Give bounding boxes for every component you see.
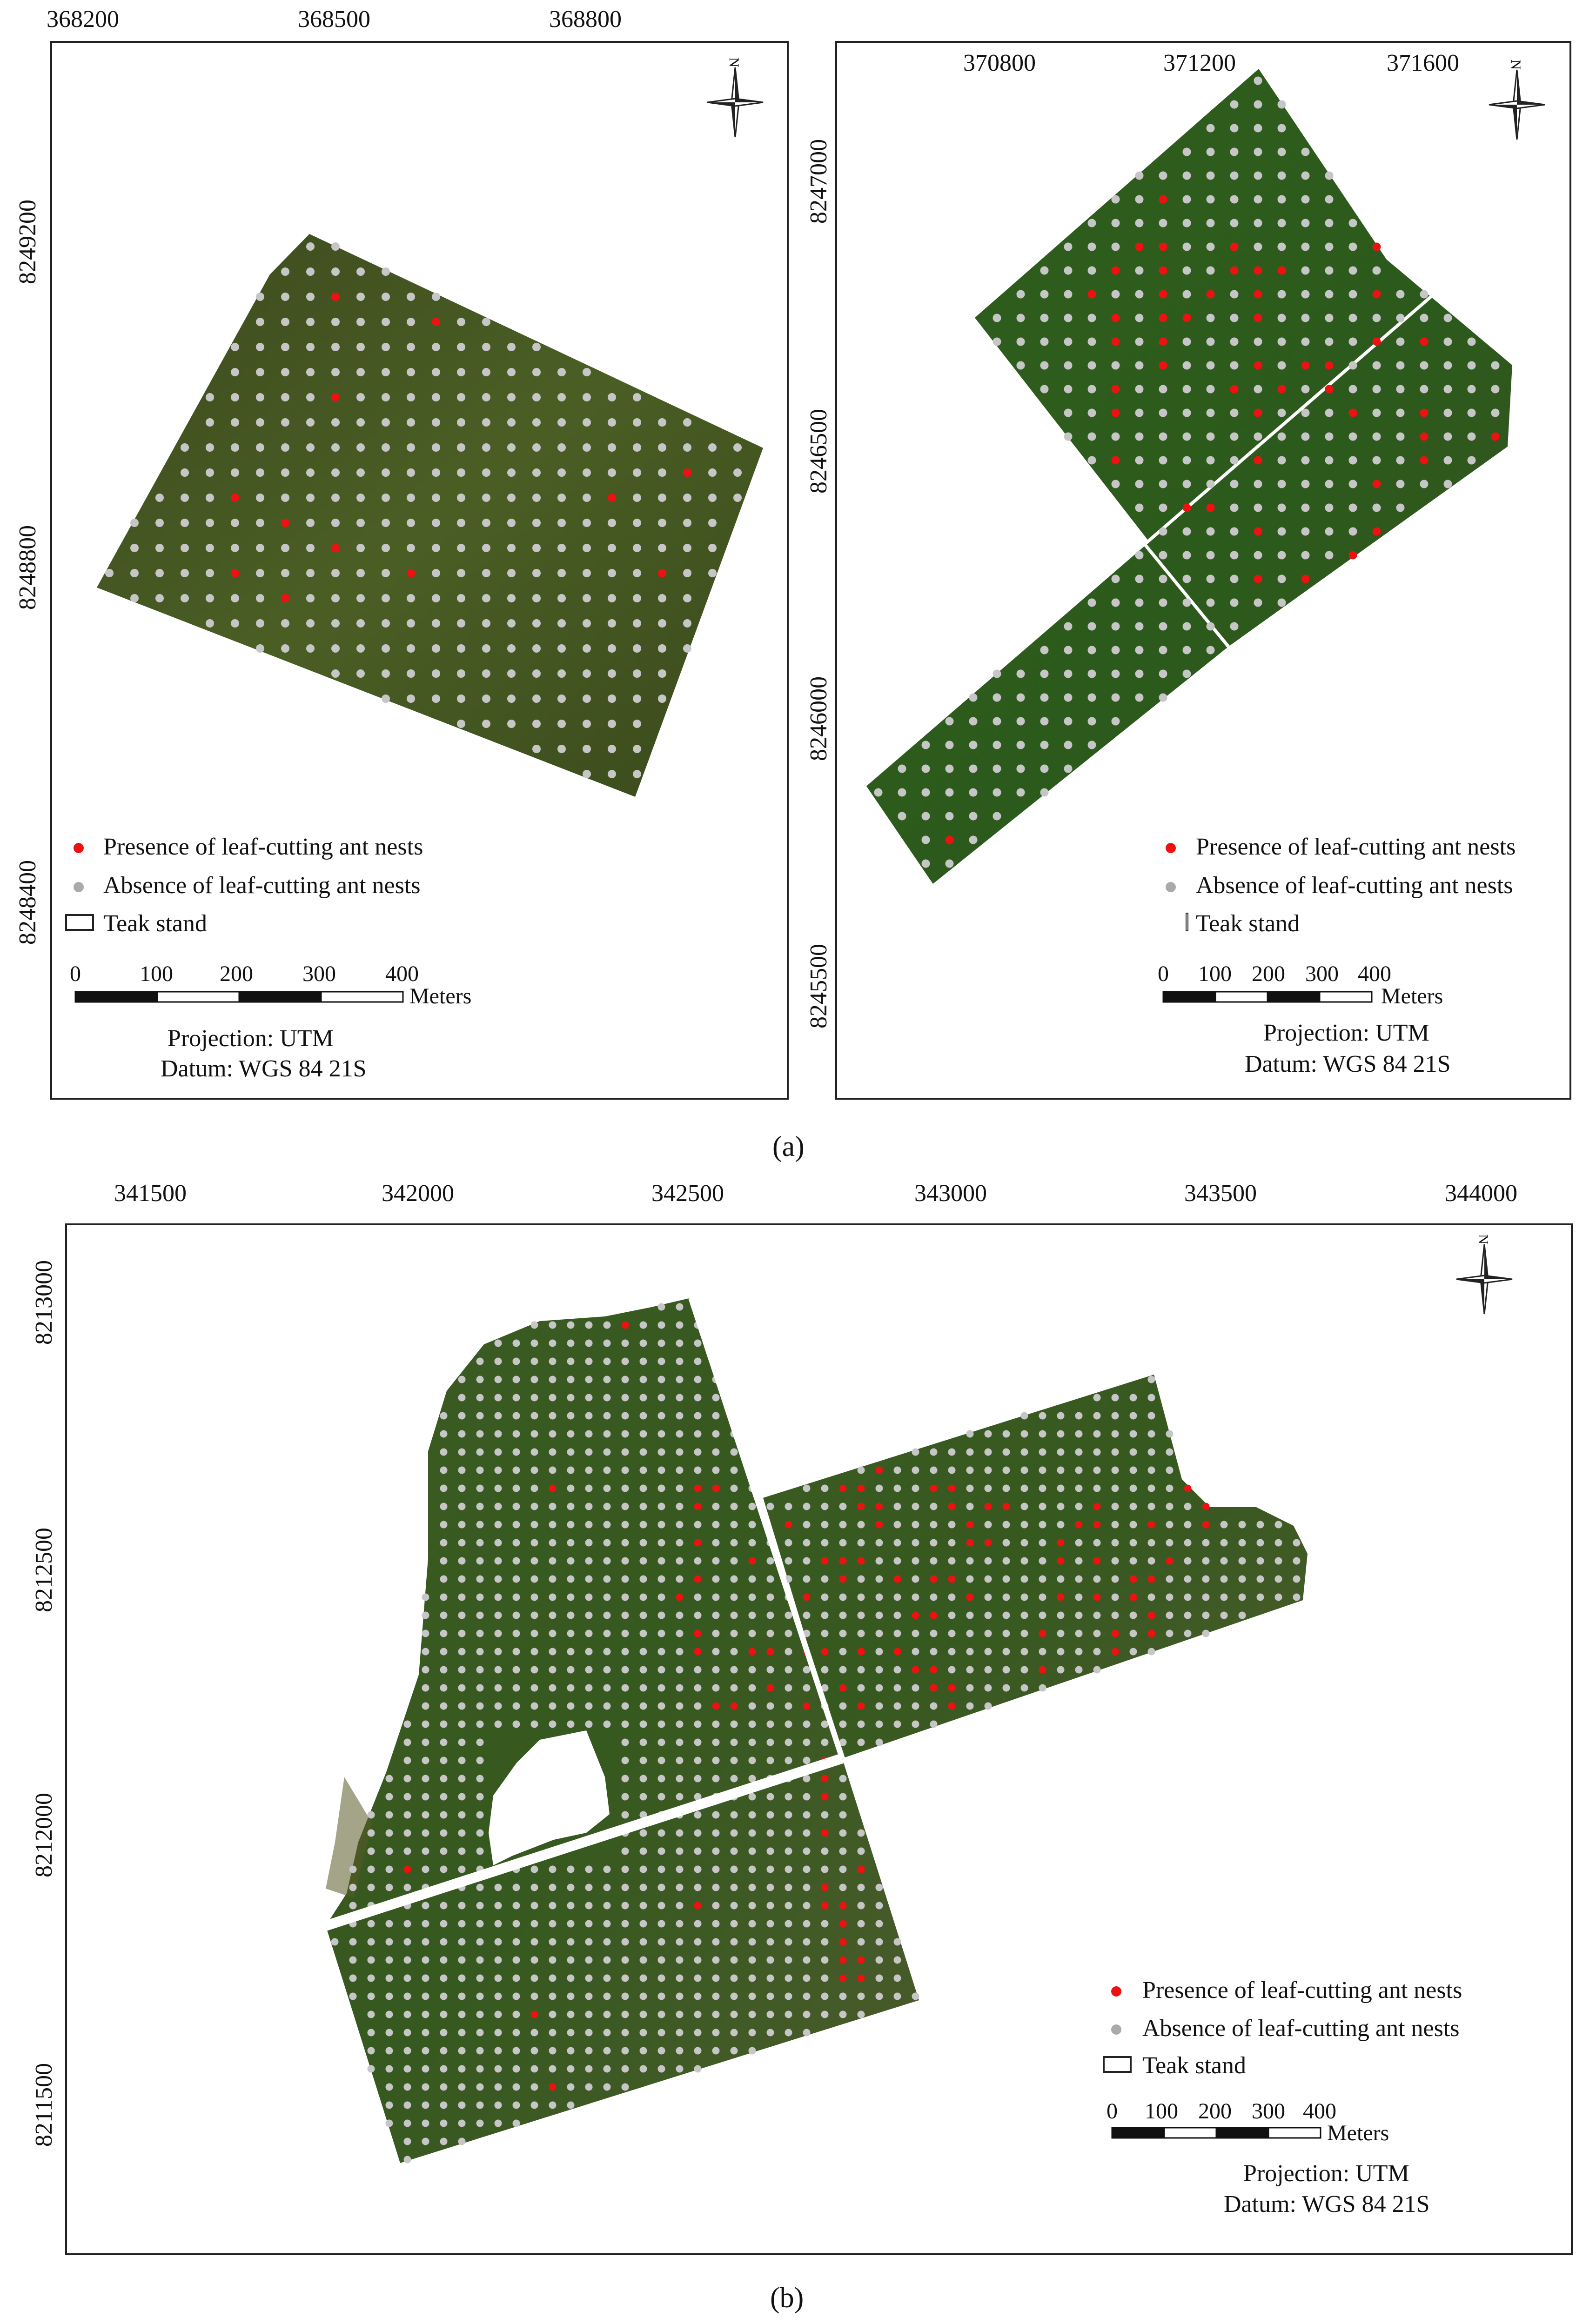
scale-unit: Meters (409, 984, 472, 1008)
x-tick-label: 368800 (549, 6, 622, 33)
north-arrow-icon: N (1484, 60, 1549, 149)
north-arrow-icon: N (703, 57, 768, 147)
legend-presence-label: Presence of leaf-cutting ant nests (1142, 1977, 1462, 2003)
x-tick-label: 344000 (1445, 1180, 1517, 1207)
scale-tick: 100 (1145, 2099, 1178, 2124)
teak-stand-symbol (1186, 913, 1188, 931)
map-panel-a-right (835, 41, 1571, 1100)
legend-absence-label: Absence of leaf-cutting ant nests (103, 872, 421, 899)
y-tick-label: 8247000 (805, 139, 832, 224)
presence-symbol (1166, 843, 1176, 853)
scale-tick: 0 (1158, 962, 1169, 986)
north-label: N (726, 57, 742, 67)
north-label: N (1508, 60, 1523, 70)
legend-stand-label: Teak stand (1142, 2052, 1247, 2079)
panel-label-a: (a) (772, 1131, 805, 1162)
y-tick-label: 8211500 (31, 2063, 57, 2147)
scale-bar (1162, 991, 1373, 1003)
scale-unit: Meters (1327, 2121, 1389, 2145)
scale-bar (74, 991, 404, 1003)
x-tick-label: 368200 (47, 6, 119, 33)
x-tick-label: 371600 (1387, 50, 1459, 76)
map-panel-b (65, 1223, 1573, 2255)
scale-tick: 300 (1305, 962, 1339, 986)
y-tick-label: 8246000 (805, 676, 832, 761)
x-tick-label: 342500 (651, 1180, 724, 1207)
absence-symbol (1111, 2024, 1121, 2035)
y-tick-label: 8245500 (805, 944, 832, 1028)
teak-stand-symbol (65, 914, 94, 931)
x-tick-label: 368500 (298, 6, 370, 33)
scale-unit: Meters (1381, 984, 1443, 1008)
y-tick-label: 8246500 (805, 409, 832, 494)
y-tick-label: 8212000 (31, 1793, 57, 1877)
y-tick-label: 8248800 (14, 525, 41, 610)
legend-absence-label: Absence of leaf-cutting ant nests (1196, 872, 1513, 899)
x-tick-label: 371200 (1163, 50, 1236, 76)
scale-tick: 400 (1303, 2099, 1336, 2124)
scale-tick: 0 (70, 962, 81, 986)
legend-presence-label: Presence of leaf-cutting ant nests (103, 834, 423, 860)
x-tick-label: 370800 (963, 50, 1036, 76)
x-tick-label: 343000 (914, 1180, 987, 1207)
scale-tick: 0 (1107, 2099, 1118, 2124)
absence-symbol (74, 882, 84, 892)
scale-tick: 200 (220, 962, 253, 986)
legend-stand-label: Teak stand (1196, 910, 1300, 937)
legend-stand-label: Teak stand (103, 910, 208, 937)
scale-tick: 300 (302, 962, 336, 986)
scale-tick: 400 (1358, 962, 1391, 986)
legend-presence-label: Presence of leaf-cutting ant nests (1196, 834, 1516, 860)
projection-label: Projection: UTM (1263, 1020, 1429, 1046)
scale-tick: 200 (1252, 962, 1285, 986)
y-tick-label: 8248400 (14, 860, 41, 945)
projection-label: Projection: UTM (1243, 2160, 1409, 2187)
scale-tick: 100 (140, 962, 173, 986)
y-tick-label: 8212500 (31, 1528, 57, 1612)
presence-symbol (74, 843, 84, 853)
map-panel-a-left (50, 41, 789, 1100)
y-tick-label: 8213000 (31, 1260, 57, 1345)
projection-label: Projection: UTM (168, 1025, 334, 1052)
presence-symbol (1111, 1986, 1121, 1997)
scale-tick: 300 (1252, 2099, 1285, 2124)
scale-tick: 200 (1198, 2099, 1232, 2124)
x-tick-label: 341500 (114, 1180, 187, 1207)
teak-stand-symbol (1103, 2056, 1132, 2073)
north-arrow-icon: N (1452, 1234, 1517, 1323)
datum-label: Datum: WGS 84 21S (161, 1055, 367, 1082)
scale-bar (1111, 2127, 1321, 2139)
datum-label: Datum: WGS 84 21S (1224, 2191, 1430, 2217)
x-tick-label: 343500 (1184, 1180, 1257, 1207)
scale-tick: 400 (385, 962, 419, 986)
x-tick-label: 342000 (382, 1180, 454, 1207)
datum-label: Datum: WGS 84 21S (1245, 1051, 1451, 1077)
panel-label-b: (b) (770, 2282, 804, 2314)
north-label: N (1475, 1234, 1491, 1244)
absence-symbol (1166, 882, 1176, 892)
y-tick-label: 8249200 (14, 200, 41, 284)
scale-tick: 100 (1198, 962, 1232, 986)
legend-absence-label: Absence of leaf-cutting ant nests (1142, 2015, 1460, 2042)
